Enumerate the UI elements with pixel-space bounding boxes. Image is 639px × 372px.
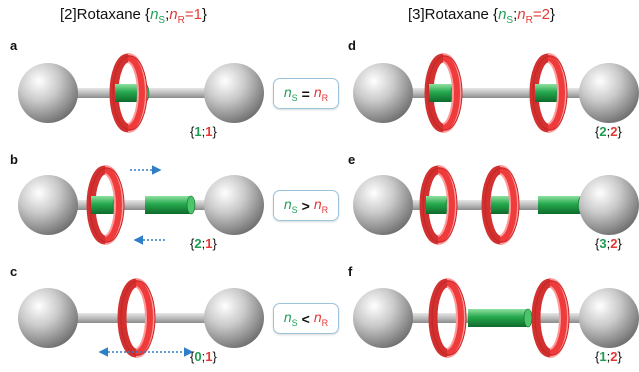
ring-back-d-1 xyxy=(529,53,549,133)
ring-outline-e-0 xyxy=(422,167,458,243)
config-c: {0;1} xyxy=(190,349,217,364)
panel-label-e: e xyxy=(348,152,356,167)
config-f: {1;2} xyxy=(595,349,622,364)
axle-c xyxy=(48,313,234,323)
relation-greater: nS > nR xyxy=(273,190,339,221)
stopper-right-c xyxy=(204,288,264,348)
ring-front-d-0 xyxy=(442,55,460,131)
ring-outline-e-1 xyxy=(484,167,520,243)
stopper-right-f xyxy=(579,288,639,348)
stopper-right-e xyxy=(579,175,639,235)
axle-b xyxy=(48,200,234,210)
panel-label-a: a xyxy=(10,38,18,53)
ring-outline-b-0 xyxy=(89,167,125,243)
ring-front-d-1 xyxy=(547,55,565,131)
ring-front-a-0 xyxy=(127,55,145,131)
ring-back-e-0 xyxy=(419,165,439,245)
ring-front-e-0 xyxy=(437,167,455,243)
stopper-right-b xyxy=(204,175,264,235)
config-b: {2;1} xyxy=(190,236,217,251)
station-body-e-2 xyxy=(538,196,582,214)
stopper-left-e xyxy=(353,175,413,235)
ring-back-f-0 xyxy=(428,278,448,358)
ring-front-b-0 xyxy=(104,167,122,243)
ring-front-f-1 xyxy=(549,280,567,356)
relation-less: nS < nR xyxy=(273,303,339,334)
title-2-rotaxane: [2]Rotaxane {nS;nR=1} xyxy=(60,6,207,26)
station-body-b-1 xyxy=(145,196,191,214)
panel-label-c: c xyxy=(10,264,18,279)
panel-label-d: d xyxy=(348,38,356,53)
panel-label-f: f xyxy=(348,264,353,279)
stopper-left-d xyxy=(353,63,413,123)
ring-back-a-0 xyxy=(109,53,129,133)
ring-back-e-1 xyxy=(481,165,501,245)
ring-outline-a-0 xyxy=(112,55,148,131)
config-a: {1;1} xyxy=(190,124,217,139)
stopper-left-b xyxy=(18,175,78,235)
stopper-left-f xyxy=(353,288,413,348)
ring-outline-d-1 xyxy=(532,55,568,131)
relation-equal: nS = nR xyxy=(273,78,339,109)
ring-outline-d-0 xyxy=(427,55,463,131)
ring-back-f-1 xyxy=(531,278,551,358)
config-d: {2;2} xyxy=(595,124,622,139)
ring-front-e-1 xyxy=(499,167,517,243)
station-body-b-0 xyxy=(91,196,117,214)
station-body-e-0 xyxy=(426,196,450,214)
station-body-d-1 xyxy=(535,84,561,102)
ring-outline-f-0 xyxy=(431,280,467,356)
station-cap-f-0 xyxy=(523,308,533,328)
ring-front-f-0 xyxy=(446,280,464,356)
station-cap-b-1 xyxy=(186,195,196,215)
stopper-right-a xyxy=(204,63,264,123)
panel-label-b: b xyxy=(10,152,18,167)
axle-d xyxy=(383,88,609,98)
station-body-f-0 xyxy=(468,309,528,327)
stopper-left-c xyxy=(18,288,78,348)
stopper-left-a xyxy=(18,63,78,123)
station-body-d-0 xyxy=(429,84,455,102)
config-e: {3;2} xyxy=(595,236,622,251)
stopper-right-d xyxy=(579,63,639,123)
title-3-rotaxane: [3]Rotaxane {nS;nR=2} xyxy=(408,6,555,26)
ring-outline-f-1 xyxy=(534,280,570,356)
